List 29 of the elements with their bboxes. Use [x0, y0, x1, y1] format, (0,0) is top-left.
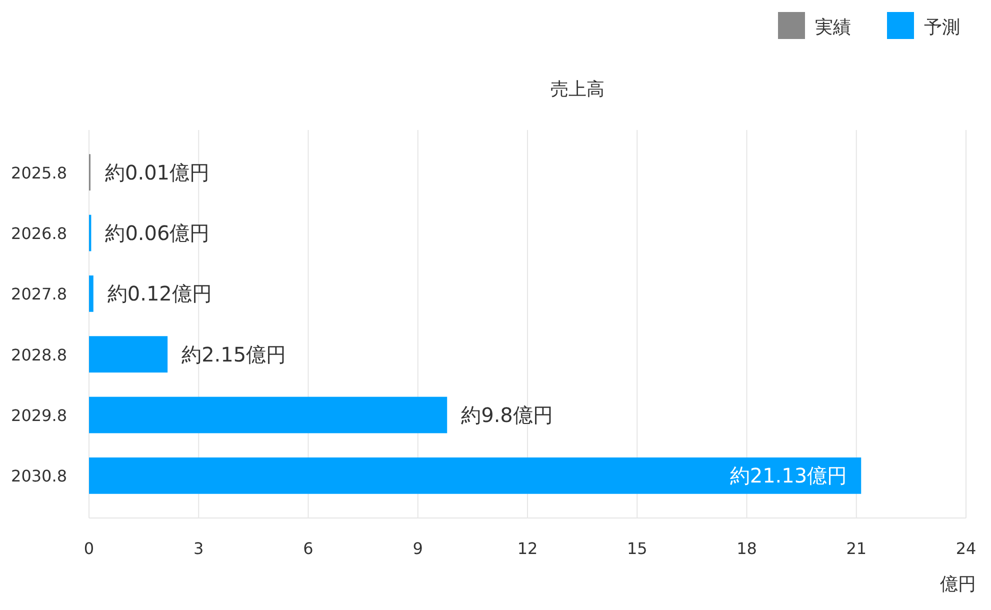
x-axis-title: 億円 [940, 574, 976, 595]
x-tick-label: 0 [84, 539, 94, 558]
bar [89, 275, 94, 312]
bar [89, 336, 168, 373]
x-tick-label: 15 [626, 539, 648, 558]
data-label: 約0.12億円 [107, 282, 212, 306]
bar [89, 396, 448, 434]
data-label: 約0.06億円 [105, 221, 210, 245]
x-tick-label: 9 [412, 539, 423, 558]
x-tick-label: 18 [736, 539, 757, 558]
bar [89, 457, 862, 494]
y-tick-label: 2025.8 [11, 163, 67, 182]
chart-title: 売上高 [550, 79, 604, 100]
y-tick-label: 2030.8 [11, 466, 67, 486]
x-tick-label: 24 [956, 539, 976, 558]
x-tick-label: 6 [303, 539, 314, 558]
y-tick-label: 2028.8 [11, 345, 67, 364]
y-tick-label: 2027.8 [11, 284, 67, 304]
x-tick-label: 12 [517, 539, 538, 558]
data-label: 約21.13億円 [730, 464, 848, 488]
x-tick-label: 21 [846, 539, 867, 558]
data-label: 約2.15億円 [182, 342, 286, 366]
data-label: 約9.8億円 [461, 403, 553, 427]
y-tick-label: 2029.8 [11, 406, 67, 425]
x-tick-label: 3 [194, 539, 204, 558]
legend-label: 予測 [924, 17, 960, 38]
y-tick-label: 2026.8 [11, 224, 67, 243]
data-label: 約0.01億円 [105, 160, 210, 184]
legend-label: 実績 [815, 17, 851, 38]
